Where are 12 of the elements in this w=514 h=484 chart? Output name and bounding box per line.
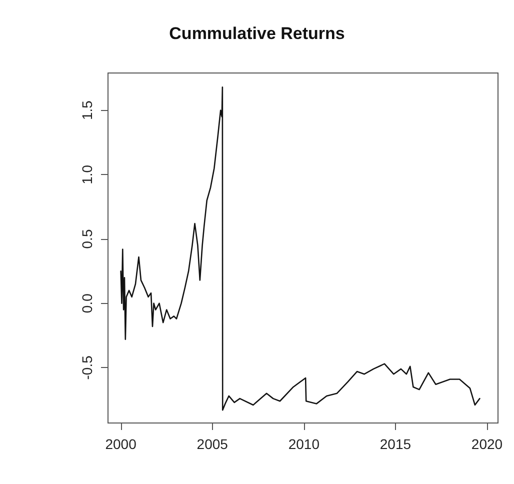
line-series: [120, 86, 480, 411]
y-tick-label: 1.0: [79, 164, 95, 184]
chart-title: Cummulative Returns: [169, 24, 345, 43]
x-tick-label: 2000: [105, 436, 137, 452]
x-tick-label: 2020: [471, 436, 503, 452]
x-tick-label: 2010: [288, 436, 320, 452]
y-tick-label: -0.5: [79, 355, 95, 380]
y-tick-label: 0.5: [79, 229, 95, 249]
y-tick-label: 0.0: [79, 293, 95, 314]
y-tick-label: 1.5: [79, 100, 95, 120]
x-tick-label: 2015: [380, 436, 412, 452]
x-tick-label: 2005: [196, 436, 228, 452]
